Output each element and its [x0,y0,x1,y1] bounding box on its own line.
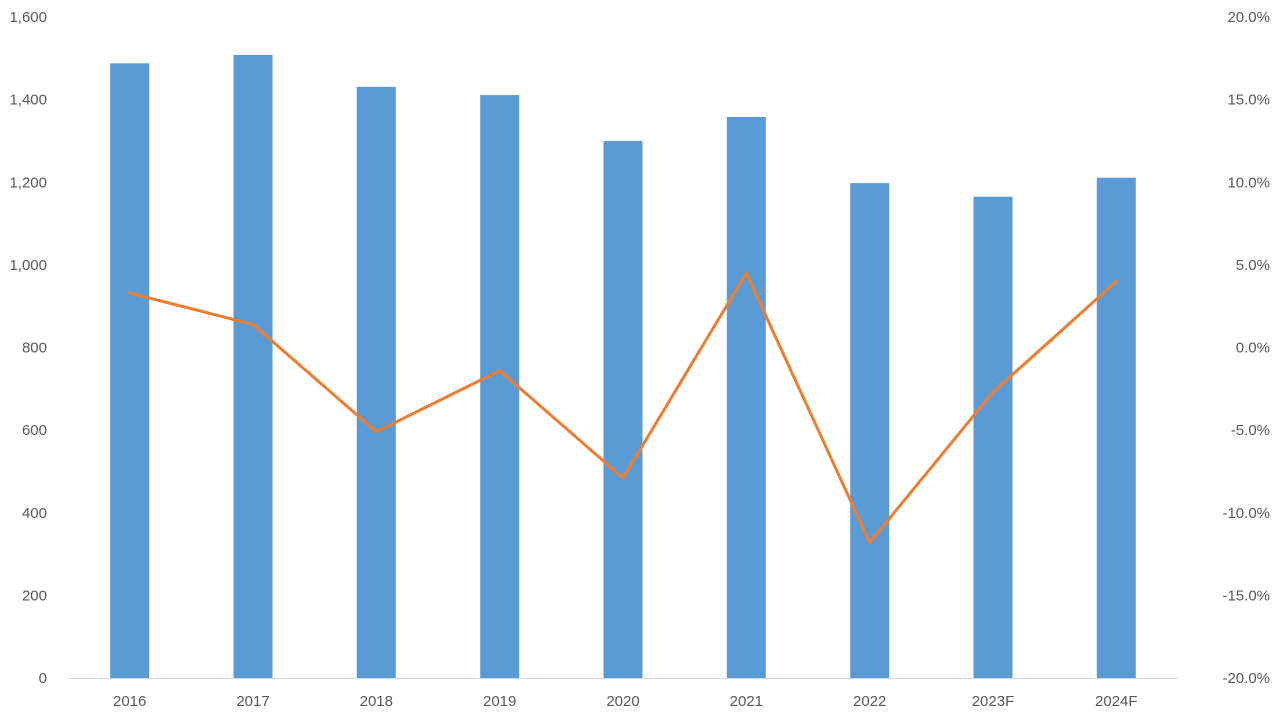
left-tick-label: 1,200 [9,174,47,191]
right-tick-label: -20.0% [1222,670,1270,687]
line-point [498,369,502,373]
bar [480,95,520,679]
right-tick-label: 5.0% [1236,257,1270,274]
x-tick-label: 2022 [853,693,886,710]
left-tick-label: 200 [22,587,47,604]
line-point [868,541,872,544]
line-point [744,271,748,275]
x-tick-label: 2024F [1095,693,1138,710]
x-axis-tick-labels: 2016 2017 2018 2019 2020 2021 2022 2023F 2024F [113,693,1138,710]
line-point [1114,279,1118,283]
x-tick-label: 2017 [236,693,269,710]
x-tick-label: 2016 [113,693,146,710]
right-tick-label: 10.0% [1227,174,1270,191]
left-tick-label: 1,000 [9,257,47,274]
x-tick-label: 2023F [972,693,1015,710]
x-tick-label: 2020 [606,693,639,710]
left-tick-label: 400 [22,505,47,522]
left-tick-label: 0 [39,670,47,687]
bar [973,196,1013,678]
right-axis-tick-labels: -20.0% -15.0% -10.0% -5.0% 0.0% 5.0% 10.0% 15.0… [1222,9,1270,687]
bar [356,86,396,679]
bar [110,63,150,679]
bar [1096,177,1136,678]
left-tick-label: 1,400 [9,92,47,109]
right-tick-label: -15.0% [1222,587,1270,604]
line-point [251,322,255,326]
right-tick-label: -10.0% [1222,505,1270,522]
x-tick-label: 2018 [360,693,393,710]
left-tick-label: 1,600 [9,9,47,26]
left-tick-label: 800 [22,340,47,357]
bars-layer [110,55,1136,679]
bar [850,183,890,678]
left-tick-label: 600 [22,422,47,439]
right-tick-label: 20.0% [1227,9,1270,26]
line-layer [128,271,1118,544]
bar [603,140,643,678]
x-tick-label: 2021 [730,693,763,710]
line-point [621,476,625,480]
x-tick-label: 2019 [483,693,516,710]
line-point [128,291,132,295]
right-tick-label: 15.0% [1227,92,1270,109]
left-axis-tick-labels: 0 200 400 600 800 1,000 1,200 1,400 1,600 [9,9,47,687]
bar [726,117,766,678]
line-point [991,390,995,394]
bar [233,55,273,678]
right-tick-label: 0.0% [1236,340,1270,357]
right-tick-label: -5.0% [1231,422,1270,439]
line-point [374,430,378,434]
